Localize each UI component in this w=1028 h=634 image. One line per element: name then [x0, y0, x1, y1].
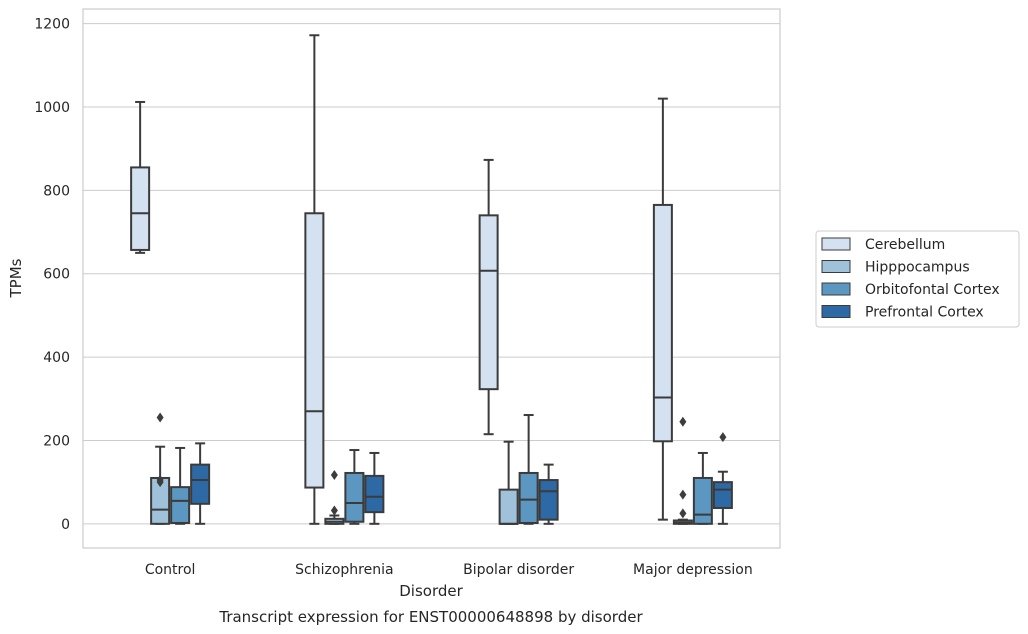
y-tick-label: 0: [61, 517, 70, 533]
y-tick-label: 400: [43, 350, 70, 366]
outlier-point: [330, 470, 338, 481]
box-cerebellum: [304, 34, 325, 525]
box-cerebellum: [652, 97, 673, 521]
x-tick-label: Schizophrenia: [295, 562, 393, 578]
legend-swatch: [821, 305, 851, 318]
box-prefrontal-cortex: [364, 451, 385, 525]
box-cerebellum: [478, 158, 499, 436]
x-tick-label: Bipolar disorder: [463, 562, 574, 578]
box-body: [364, 474, 385, 514]
box-hipppocampus: [498, 440, 519, 525]
grid: [83, 23, 780, 525]
outlier-point: [719, 432, 727, 443]
box-body: [498, 488, 519, 525]
y-tick-label: 200: [43, 433, 70, 449]
outlier-point: [156, 412, 164, 423]
box-body: [692, 476, 713, 525]
box-body: [304, 212, 325, 489]
box-body: [712, 481, 733, 509]
box-body: [130, 166, 151, 251]
legend-swatch: [821, 282, 851, 296]
box-orbitofontal-cortex: [344, 449, 365, 525]
box-body: [344, 471, 365, 523]
x-tick-label: Control: [145, 562, 196, 578]
box-body: [478, 214, 499, 391]
y-axis-label: TPMs: [7, 258, 25, 298]
outlier-point: [330, 505, 338, 516]
y-tick-label: 600: [43, 267, 70, 283]
legend-label: Cerebellum: [865, 237, 945, 253]
box-orbitofontal-cortex: [518, 414, 539, 525]
box-prefrontal-cortex: [712, 432, 733, 525]
plot-area: [130, 34, 733, 525]
box-prefrontal-cortex: [538, 463, 559, 525]
plot-frame: [82, 8, 781, 549]
legend-label: Prefrontal Cortex: [865, 305, 984, 321]
outlier-point: [679, 416, 687, 427]
box-body: [538, 479, 559, 521]
legend-swatch: [821, 237, 851, 251]
x-tick-label: Major depression: [633, 562, 753, 578]
box-body: [190, 463, 211, 505]
box-orbitofontal-cortex: [170, 446, 191, 525]
y-tick-label: 1000: [34, 100, 70, 116]
legend-swatch: [821, 260, 851, 273]
y-axis: 0 200 400 600 800 1000 1200: [34, 17, 70, 533]
box-body: [170, 486, 191, 524]
legend-frame: [815, 230, 1020, 328]
box-hipppocampus: [324, 470, 345, 525]
x-axis-label: Disorder: [399, 582, 463, 600]
box-body: [652, 203, 673, 443]
legend-label: Hipppocampus: [865, 260, 970, 276]
legend-label: Orbitofontal Cortex: [865, 282, 1000, 298]
box-cerebellum: [130, 100, 151, 254]
outlier-point: [156, 475, 164, 486]
outlier-point: [679, 508, 687, 519]
y-tick-label: 800: [43, 183, 70, 199]
x-axis: Control Schizophrenia Bipolar disorder Majo…: [145, 562, 753, 578]
box-hipppocampus: [672, 416, 693, 525]
chart-title: Transcript expression for ENST0000064889…: [218, 608, 643, 626]
box-hipppocampus: [150, 412, 171, 525]
y-tick-label: 1200: [34, 17, 70, 33]
box-prefrontal-cortex: [190, 442, 211, 525]
box-body: [518, 471, 539, 524]
legend: Cerebellum Hipppocampus Orbitofontal Corte…: [815, 230, 1020, 328]
box-orbitofontal-cortex: [692, 451, 713, 525]
outlier-point: [679, 489, 687, 500]
